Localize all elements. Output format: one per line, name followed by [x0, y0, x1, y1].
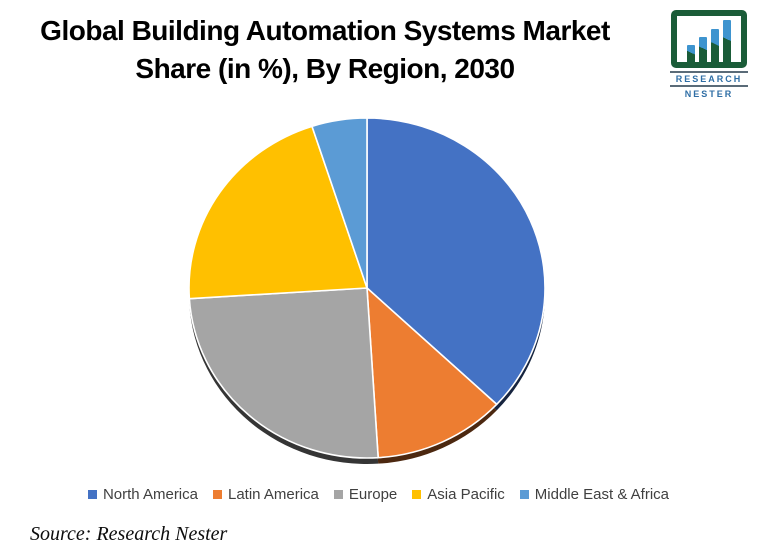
legend-label: Asia Pacific	[427, 486, 505, 503]
legend-marker-icon	[333, 490, 343, 499]
logo-text-research: RESEARCH	[670, 71, 748, 87]
legend-item: Middle East & Africa	[519, 486, 670, 503]
chart-legend: North America Latin America Europe Asia Pac…	[0, 486, 757, 503]
pie-slice-north-america	[366, 117, 546, 406]
legend-item: Europe	[333, 486, 398, 503]
pie-slice-europe	[188, 287, 379, 459]
legend-label: Middle East & Africa	[534, 486, 670, 503]
legend-label: Europe	[348, 486, 398, 503]
legend-label: Latin America	[228, 486, 319, 503]
legend-label: North America	[102, 486, 198, 503]
logo-bar-chart-icon	[671, 10, 747, 68]
legend-marker-icon	[519, 490, 529, 499]
legend-item: Asia Pacific	[412, 486, 505, 503]
pie-slice-asia-pacific	[188, 125, 368, 300]
pie-slice-middle-east-africa	[311, 117, 368, 289]
chart-title-line1: Global Building Automation Systems Marke…	[40, 15, 610, 46]
logo-text-nester: NESTER	[684, 89, 734, 99]
legend-item: North America	[87, 486, 198, 503]
legend-item: Latin America	[213, 486, 319, 503]
pie-slice-latin-america	[366, 287, 498, 459]
logo-bar-icon	[723, 20, 731, 62]
logo-bar-icon	[711, 29, 719, 62]
chart-title: Global Building Automation Systems Marke…	[18, 12, 632, 88]
legend-marker-icon	[213, 490, 222, 499]
chart-title-line2: Share (in %), By Region, 2030	[135, 53, 515, 84]
pie-slices	[188, 117, 546, 459]
legend-marker-icon	[87, 490, 97, 499]
logo-bar-icon	[687, 45, 695, 62]
research-nester-logo: RESEARCH NESTER	[666, 10, 752, 99]
source-note: Source: Research Nester	[30, 523, 228, 545]
logo-bar-icon	[699, 37, 707, 62]
pie-chart	[188, 117, 546, 464]
legend-marker-icon	[412, 490, 422, 499]
